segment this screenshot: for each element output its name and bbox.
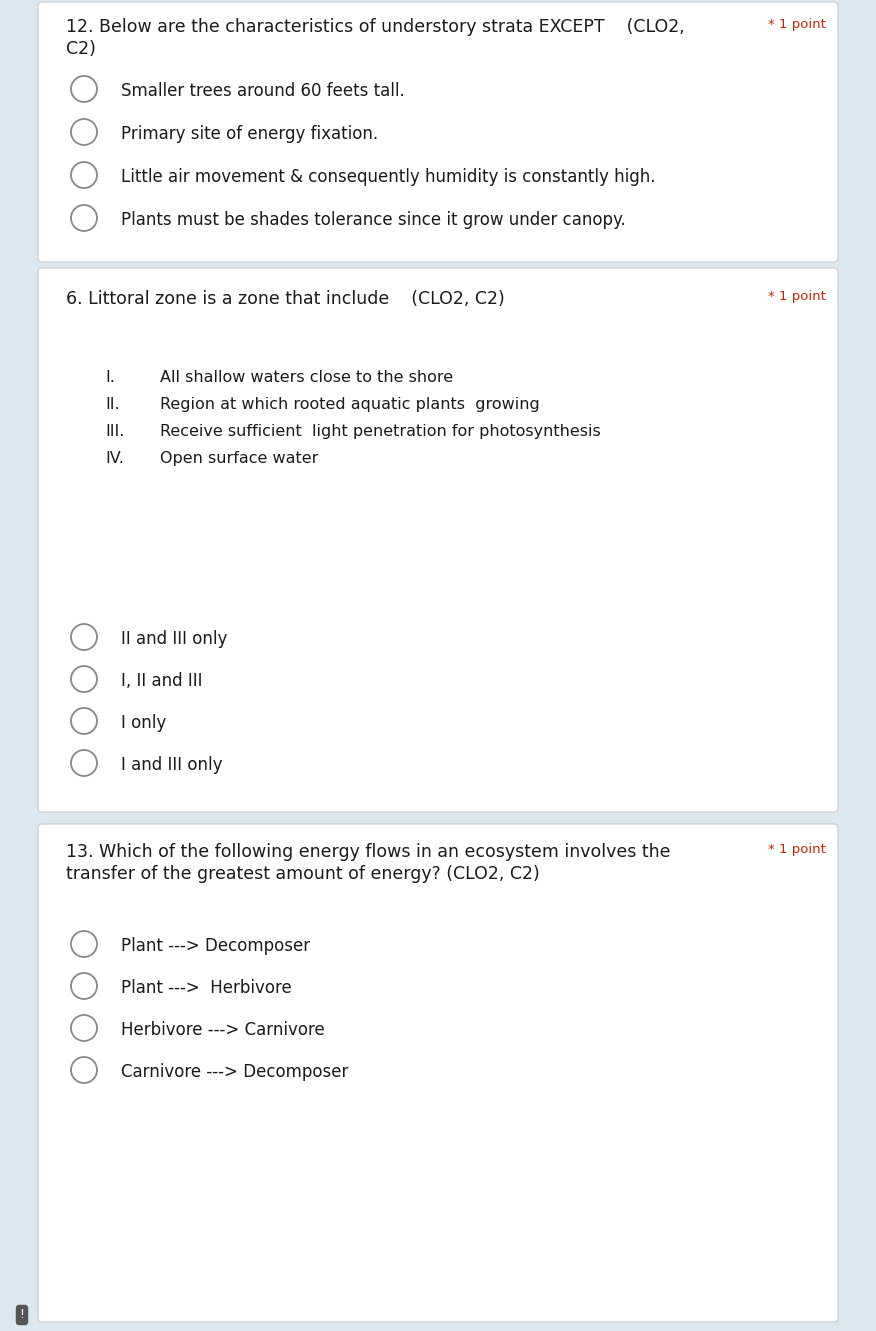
- Text: Plant ---> Decomposer: Plant ---> Decomposer: [121, 937, 310, 956]
- Text: I.: I.: [105, 370, 115, 385]
- Text: transfer of the greatest amount of energy? (CLO2, C2): transfer of the greatest amount of energ…: [66, 865, 540, 882]
- Text: Herbivore ---> Carnivore: Herbivore ---> Carnivore: [121, 1021, 325, 1040]
- Text: 13. Which of the following energy flows in an ecosystem involves the: 13. Which of the following energy flows …: [66, 843, 670, 861]
- Text: Plants must be shades tolerance since it grow under canopy.: Plants must be shades tolerance since it…: [121, 212, 625, 229]
- Text: * 1 point: * 1 point: [768, 843, 826, 856]
- Text: Plant --->  Herbivore: Plant ---> Herbivore: [121, 980, 292, 997]
- Text: III.: III.: [105, 425, 124, 439]
- Text: I only: I only: [121, 713, 166, 732]
- Text: I, II and III: I, II and III: [121, 672, 202, 689]
- FancyBboxPatch shape: [38, 824, 838, 1322]
- Text: I and III only: I and III only: [121, 756, 223, 775]
- Text: !: !: [19, 1308, 25, 1322]
- Text: All shallow waters close to the shore: All shallow waters close to the shore: [160, 370, 453, 385]
- Text: Carnivore ---> Decomposer: Carnivore ---> Decomposer: [121, 1063, 349, 1081]
- Text: 6. Littoral zone is a zone that include    (CLO2, C2): 6. Littoral zone is a zone that include …: [66, 290, 505, 307]
- Text: Little air movement & consequently humidity is constantly high.: Little air movement & consequently humid…: [121, 168, 655, 186]
- Text: Region at which rooted aquatic plants  growing: Region at which rooted aquatic plants gr…: [160, 397, 540, 413]
- Text: IV.: IV.: [105, 451, 124, 466]
- Text: C2): C2): [66, 40, 95, 59]
- Text: * 1 point: * 1 point: [768, 290, 826, 303]
- Text: Primary site of energy fixation.: Primary site of energy fixation.: [121, 125, 378, 142]
- Text: II and III only: II and III only: [121, 630, 228, 648]
- Text: * 1 point: * 1 point: [768, 19, 826, 31]
- FancyBboxPatch shape: [38, 268, 838, 812]
- Text: Receive sufficient  light penetration for photosynthesis: Receive sufficient light penetration for…: [160, 425, 601, 439]
- Text: 12. Below are the characteristics of understory strata EXCEPT    (CLO2,: 12. Below are the characteristics of und…: [66, 19, 685, 36]
- Text: Open surface water: Open surface water: [160, 451, 318, 466]
- FancyBboxPatch shape: [38, 3, 838, 262]
- Text: II.: II.: [105, 397, 120, 413]
- Text: Smaller trees around 60 feets tall.: Smaller trees around 60 feets tall.: [121, 83, 405, 100]
